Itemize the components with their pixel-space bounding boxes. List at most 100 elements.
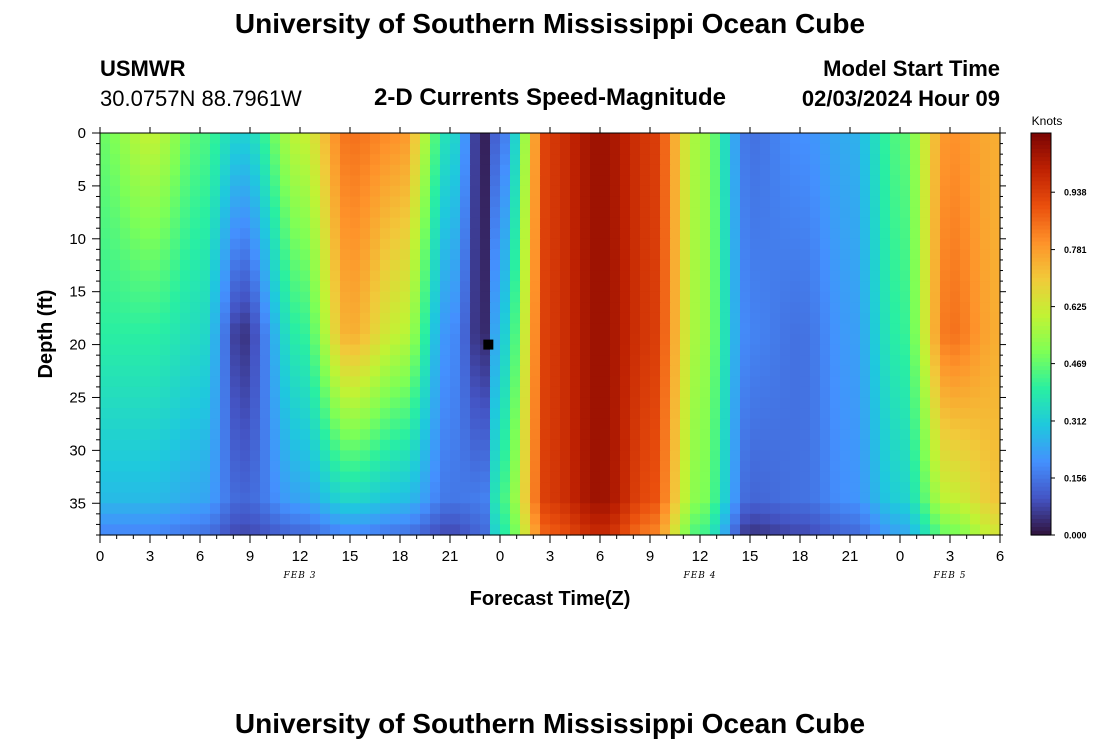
heatmap-cell	[280, 323, 291, 335]
heatmap-cell	[730, 143, 741, 155]
heatmap-cell	[480, 249, 491, 261]
heatmap-cell	[700, 492, 711, 504]
heatmap-cell	[310, 376, 321, 388]
heatmap-cell	[710, 344, 721, 356]
heatmap-cell	[130, 460, 141, 473]
heatmap-cell	[710, 207, 721, 219]
heatmap-cell	[660, 524, 671, 536]
heatmap-cell	[820, 270, 831, 282]
heatmap-cell	[860, 207, 871, 219]
heatmap-cell	[600, 524, 611, 536]
heatmap-cell	[250, 334, 261, 346]
heatmap-cell	[110, 460, 121, 473]
heatmap-cell	[980, 460, 991, 473]
heatmap-cell	[830, 259, 841, 272]
heatmap-cell	[950, 196, 961, 208]
heatmap-cell	[900, 397, 911, 409]
heatmap-cell	[200, 376, 211, 388]
heatmap-cell	[530, 154, 541, 166]
heatmap-cell	[900, 217, 911, 229]
heatmap-cell	[800, 143, 811, 155]
heatmap-cell	[540, 207, 551, 219]
heatmap-cell	[680, 249, 691, 261]
heatmap-cell	[450, 365, 461, 377]
heatmap-cell	[800, 196, 811, 208]
heatmap-cell	[260, 291, 271, 303]
heatmap-cell	[660, 207, 671, 219]
heatmap-cell	[910, 185, 921, 198]
heatmap-cell	[520, 439, 531, 451]
colorbar-segment	[1031, 418, 1051, 424]
heatmap-cell	[900, 238, 911, 250]
heatmap-cell	[740, 270, 751, 282]
heatmap-cell	[800, 175, 811, 187]
heatmap-cell	[450, 302, 461, 314]
heatmap-cell	[460, 154, 471, 166]
heatmap-cell	[880, 143, 891, 155]
heatmap-cell	[410, 312, 421, 325]
heatmap-cell	[990, 196, 1001, 208]
heatmap-cell	[960, 429, 971, 441]
heatmap-cell	[240, 334, 251, 346]
heatmap-cell	[170, 524, 181, 536]
colorbar-segment	[1031, 466, 1051, 472]
heatmap-cell	[130, 355, 141, 367]
heatmap-cell	[430, 334, 441, 346]
heatmap-cell	[190, 133, 201, 145]
heatmap-cell	[710, 323, 721, 335]
heatmap-cell	[980, 408, 991, 420]
heatmap-cell	[730, 249, 741, 261]
heatmap-cell	[910, 397, 921, 409]
heatmap-cell	[220, 429, 231, 441]
heatmap-cell	[640, 238, 651, 250]
heatmap-cell	[790, 143, 801, 155]
heatmap-cell	[900, 281, 911, 293]
heatmap-cell	[160, 429, 171, 441]
colorbar-segment	[1031, 157, 1051, 162]
heatmap-cell	[410, 344, 421, 356]
heatmap-cell	[490, 450, 501, 462]
heatmap-cell	[680, 365, 691, 377]
heatmap-cell	[900, 323, 911, 335]
heatmap-cell	[160, 482, 171, 494]
heatmap-cell	[770, 164, 781, 176]
heatmap-cell	[330, 386, 341, 399]
heatmap-cell	[940, 207, 951, 219]
heatmap-cell	[890, 185, 901, 198]
heatmap-cell	[510, 133, 521, 145]
heatmap-cell	[200, 492, 211, 504]
heatmap-cell	[470, 154, 481, 166]
x-tick-label: 15	[742, 548, 759, 565]
heatmap-cell	[800, 249, 811, 261]
heatmap-cell	[790, 503, 801, 515]
heatmap-cell	[660, 408, 671, 420]
heatmap-cell	[160, 207, 171, 219]
heatmap-cell	[940, 460, 951, 473]
heatmap-cell	[860, 185, 871, 198]
heatmap-cell	[480, 312, 491, 325]
heatmap-cell	[630, 133, 641, 145]
heatmap-cell	[360, 207, 371, 219]
heatmap-cell	[530, 408, 541, 420]
heatmap-cell	[430, 482, 441, 494]
heatmap-cell	[840, 344, 851, 356]
heatmap-cell	[420, 207, 431, 219]
heatmap-cell	[860, 439, 871, 451]
heatmap-cell	[900, 471, 911, 483]
heatmap-cell	[890, 482, 901, 494]
heatmap-cell	[200, 249, 211, 261]
heatmap-cell	[540, 334, 551, 346]
heatmap-cell	[550, 365, 561, 377]
heatmap-cell	[540, 492, 551, 504]
heatmap-cell	[700, 291, 711, 303]
heatmap-cell	[380, 228, 391, 240]
heatmap-cell	[690, 439, 701, 451]
heatmap-cell	[720, 259, 731, 272]
heatmap-cell	[610, 408, 621, 420]
heatmap-cell	[770, 228, 781, 240]
heatmap-cell	[990, 249, 1001, 261]
heatmap-cell	[890, 175, 901, 187]
heatmap-cell	[380, 334, 391, 346]
heatmap-cell	[690, 207, 701, 219]
heatmap-cell	[830, 376, 841, 388]
